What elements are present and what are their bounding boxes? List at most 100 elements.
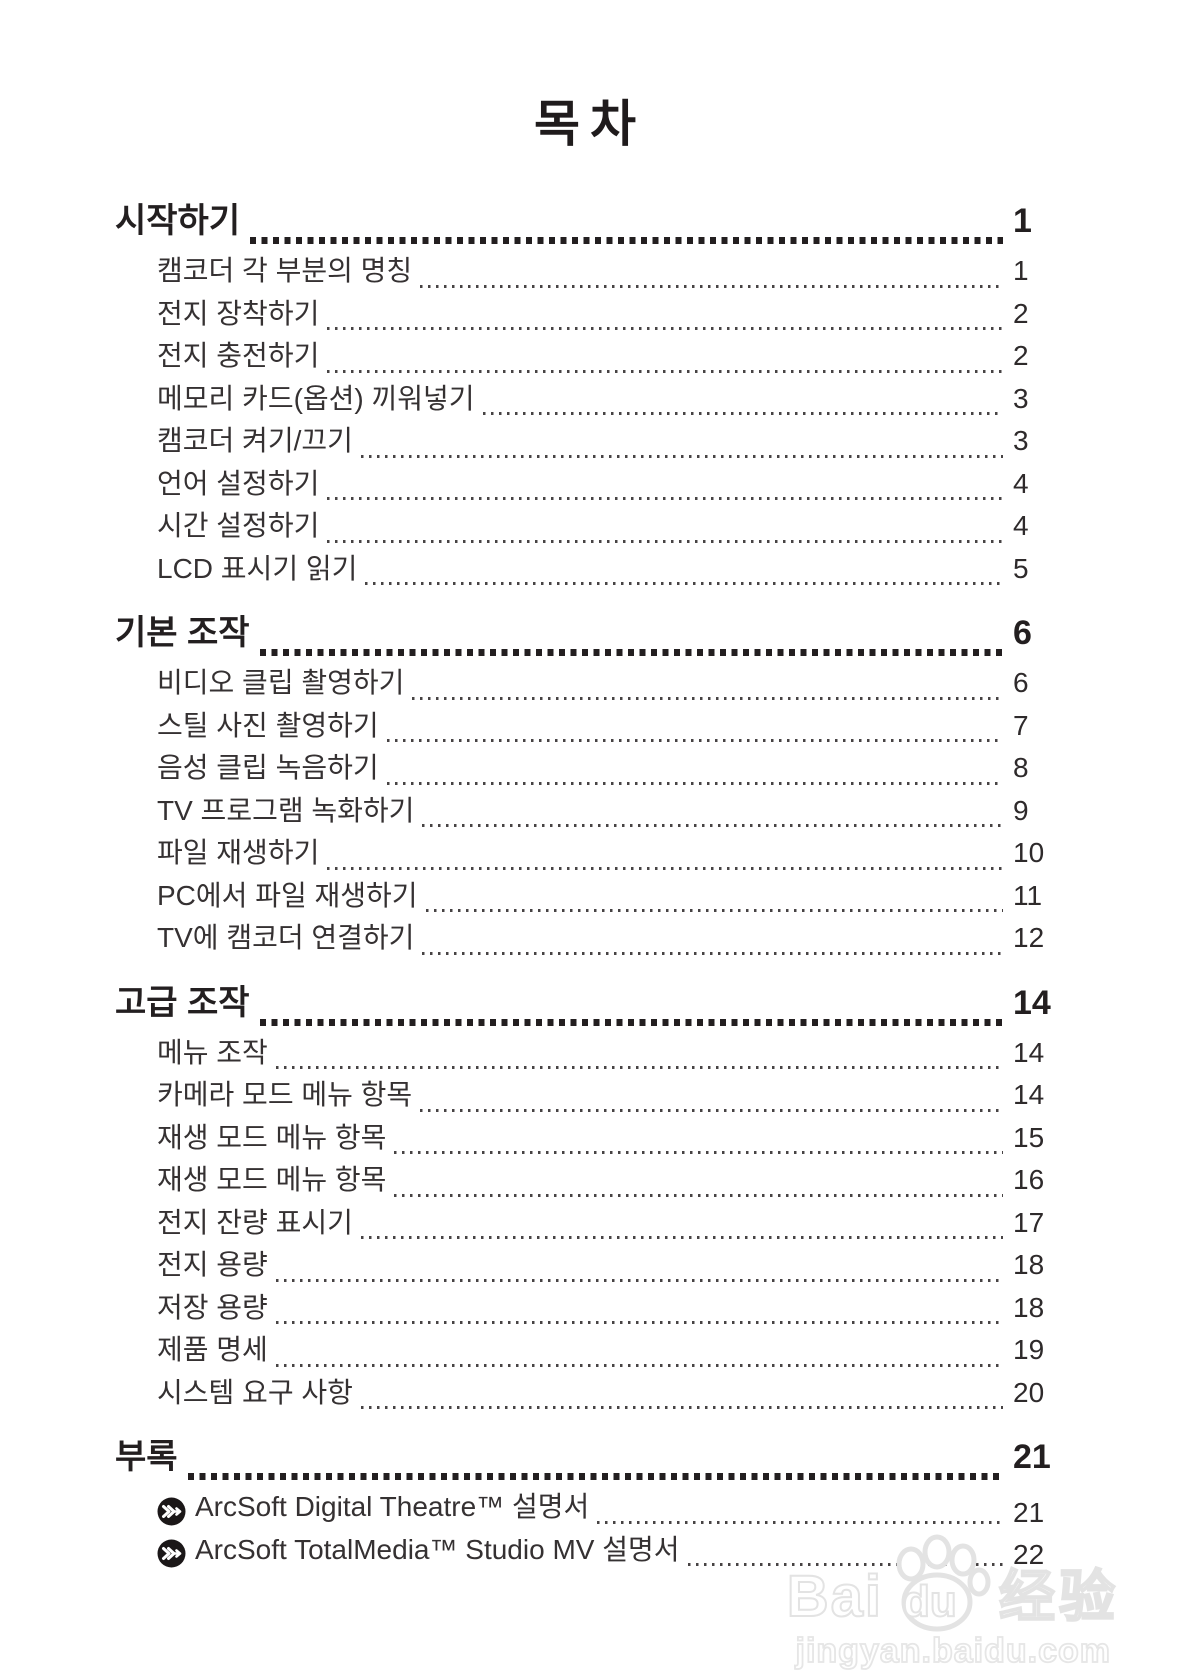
toc-entry-label: 전지 장착하기 (157, 297, 320, 329)
toc-entry-page-number: 18 (1013, 1291, 1045, 1323)
toc-entry-label: 시간 설정하기 (157, 510, 320, 541)
dot-leader (365, 578, 1003, 590)
dot-leader (327, 323, 1003, 335)
toc-entry-page-number: 4 (1013, 510, 1029, 541)
toc-entry-label: TV에 캠코더 연결하기 (157, 922, 415, 953)
toc-entry: 비디오 클립 촬영하기 6 (115, 662, 1065, 705)
toc-entry: 전지 용량 18 (115, 1244, 1065, 1287)
dot-leader (259, 646, 1003, 662)
dot-leader (425, 905, 1003, 917)
toc-entry-page-number: 8 (1013, 752, 1029, 783)
toc-entry: 재생 모드 메뉴 항목 16 (115, 1159, 1065, 1202)
toc-entry-page-number: 19 (1013, 1334, 1045, 1365)
toc-entry-page-number: 2 (1013, 340, 1029, 371)
toc-entry-label: 파일 재생하기 (157, 837, 320, 868)
toc-entry-page-number: 3 (1013, 382, 1029, 414)
toc-entry-page-number: 3 (1013, 425, 1029, 456)
section-heading: 기본 조작 6 (115, 604, 1065, 662)
section-page-number: 6 (1013, 614, 1032, 652)
toc-entry-label: LCD 표시기 읽기 (157, 552, 358, 584)
toc-entry: 전지 충전하기 2 (115, 335, 1065, 378)
toc-entry-label: PC에서 파일 재생하기 (157, 879, 418, 911)
toc-entry-page-number: 12 (1013, 922, 1045, 953)
dot-leader (422, 820, 1003, 832)
toc-entry: 언어 설정하기 4 (115, 463, 1065, 505)
dot-leader (275, 1274, 1003, 1287)
toc-entry-page-number: 11 (1013, 879, 1043, 911)
next-arrow-icon (157, 1539, 186, 1568)
toc-entry: 전지 장착하기 2 (115, 293, 1065, 335)
toc-entry: 재생 모드 메뉴 항목 15 (115, 1117, 1065, 1159)
dot-leader (597, 1516, 1003, 1529)
section-page-number: 1 (1013, 202, 1032, 240)
toc-entry-label: 캠코더 각 부분의 명칭 (157, 255, 413, 286)
dot-leader (394, 1189, 1003, 1202)
dot-leader (187, 1470, 1003, 1486)
toc-entry-page-number: 15 (1013, 1121, 1045, 1153)
next-arrow-icon (157, 1497, 186, 1526)
dot-leader (420, 280, 1003, 293)
toc-entry-label: 시스템 요구 사항 (157, 1376, 353, 1408)
toc-entry: ArcSoft TotalMedia™ Studio MV 설명서 22 (115, 1529, 1065, 1571)
section-title: 고급 조작 (115, 983, 250, 1022)
toc-entry-label: 스틸 사진 촬영하기 (157, 709, 379, 741)
dot-leader (360, 1402, 1003, 1414)
toc-entry-page-number: 5 (1013, 552, 1029, 584)
toc-entry: 음성 클립 녹음하기 8 (115, 747, 1065, 790)
toc-entry: TV 프로그램 녹화하기 9 (115, 790, 1065, 832)
toc-entry-label: 메모리 카드(옵션) 끼워넣기 (157, 382, 475, 414)
toc-entry-label: TV 프로그램 녹화하기 (157, 794, 415, 826)
toc-entry-page-number: 10 (1013, 837, 1045, 868)
toc-entry: 제품 명세 19 (115, 1329, 1065, 1372)
toc-entry-label: 전지 충전하기 (157, 340, 320, 371)
toc-entry-label: 전지 잔량 표시기 (157, 1206, 353, 1238)
baidu-logo-du-text: du (902, 1577, 958, 1626)
section-heading: 부록 21 (115, 1428, 1065, 1486)
dot-leader (327, 862, 1003, 875)
dot-leader (275, 1317, 1003, 1329)
toc-entry: 카메라 모드 메뉴 항목 14 (115, 1074, 1065, 1117)
toc-entry-label: 음성 클립 녹음하기 (157, 752, 379, 783)
toc-entry: 시간 설정하기 4 (115, 505, 1065, 548)
dot-leader (360, 1232, 1003, 1244)
watermark-url-text: jingyan.baidu.com (795, 1631, 1111, 1671)
dot-leader (327, 365, 1003, 378)
dot-leader (422, 947, 1003, 960)
toc-entry-page-number: 4 (1013, 467, 1029, 499)
toc-entry-label: 재생 모드 메뉴 항목 (157, 1164, 387, 1195)
dot-leader (386, 735, 1003, 747)
toc-entry-page-number: 17 (1013, 1206, 1045, 1238)
toc-entry: 저장 용량 18 (115, 1287, 1065, 1329)
toc-entry-page-number: 6 (1013, 667, 1029, 698)
toc-entry-label: 메뉴 조작 (157, 1036, 268, 1068)
dot-leader (275, 1359, 1003, 1372)
toc-entry-page-number: 14 (1013, 1036, 1045, 1068)
toc-entry: LCD 표시기 읽기 5 (115, 548, 1065, 590)
toc-entry-page-number: 9 (1013, 794, 1029, 826)
toc-entry: 파일 재생하기 10 (115, 832, 1065, 875)
toc-entry: 메뉴 조작 14 (115, 1032, 1065, 1074)
toc-entry: 시스템 요구 사항 20 (115, 1372, 1065, 1414)
toc-entry-label: 재생 모드 메뉴 항목 (157, 1121, 387, 1153)
toc-entry: 캠코더 각 부분의 명칭 1 (115, 250, 1065, 293)
section-title: 부록 (115, 1438, 178, 1476)
toc-entry-label: 전지 용량 (157, 1249, 268, 1280)
toc-entry-page-number: 1 (1013, 255, 1029, 286)
section-page-number: 21 (1013, 1438, 1051, 1476)
toc-entry: 전지 잔량 표시기 17 (115, 1202, 1065, 1244)
toc-entry-label: 저장 용량 (157, 1291, 268, 1323)
toc-page: 목차 시작하기 1 캠코더 각 부분의 명칭 1 전지 장착하기 2 전지 충전하기 2 메모리… (115, 0, 1065, 1571)
toc-entry-label: 카메라 모드 메뉴 항목 (157, 1079, 413, 1110)
toc-entry-page-number: 16 (1013, 1164, 1045, 1195)
section-heading: 고급 조작 14 (115, 974, 1065, 1032)
baidu-logo-bai-text: Bai (786, 1564, 883, 1629)
dot-leader (412, 692, 1003, 705)
dot-leader (327, 535, 1003, 548)
toc-list: 시작하기 1 캠코더 각 부분의 명칭 1 전지 장착하기 2 전지 충전하기 2 메모리 카드… (115, 192, 1065, 1571)
toc-entry-label: 비디오 클립 촬영하기 (157, 667, 405, 698)
dot-leader (360, 450, 1003, 463)
toc-entry: 캠코더 켜기/끄기 3 (115, 420, 1065, 463)
toc-entry-page-number: 2 (1013, 297, 1029, 329)
toc-entry-label: 캠코더 켜기/끄기 (157, 425, 353, 456)
page-title: 목차 (534, 96, 646, 152)
